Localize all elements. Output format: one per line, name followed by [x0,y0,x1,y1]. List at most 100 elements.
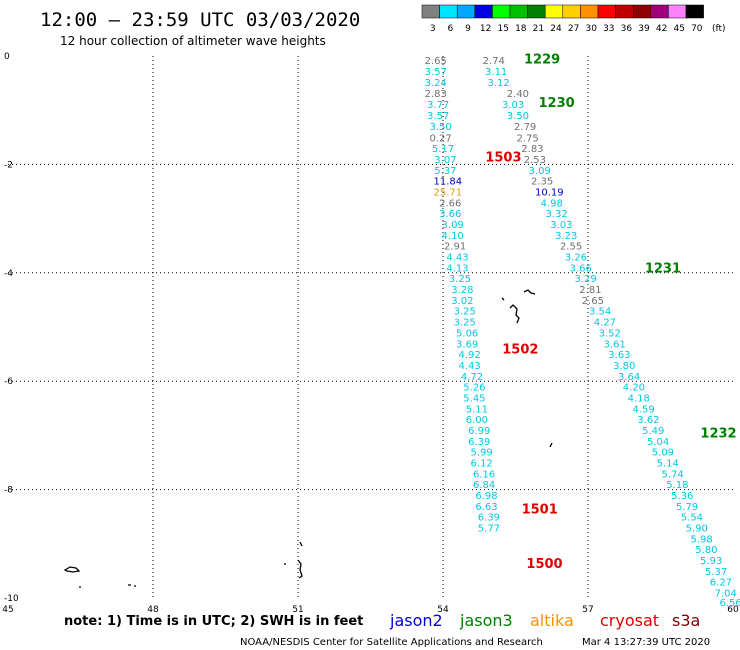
wave-height-label: 3.12 [487,78,509,89]
scale-label: 70 [691,24,703,34]
scale-label: 12 [480,24,491,34]
x-tick-label: 48 [147,605,159,615]
wave-height-label: 5.04 [647,437,669,448]
scale-label: 6 [448,24,454,34]
scale-label: 18 [515,24,527,34]
scale-swatch [597,4,616,19]
scale-label: 36 [621,24,633,34]
scale-swatch [650,4,669,19]
wave-height-label: 3.02 [451,296,473,307]
wave-height-label: 2.74 [483,56,505,67]
wave-height-label: 3.80 [613,361,635,372]
x-tick-label: 45 [2,605,13,615]
data-labels: 2.743.113.122.403.033.502.792.752.832.53… [425,56,740,609]
pass-time-label: 1229 [524,53,560,68]
coast-fragment [63,566,81,573]
wave-height-label: 11.84 [434,177,463,188]
wave-height-label: 5.09 [652,448,674,459]
wave-height-label: 6.98 [475,491,497,502]
wave-height-label: 6.16 [473,469,495,480]
wave-height-label: 6.63 [475,502,497,513]
wave-height-label: 3.24 [425,78,447,89]
wave-height-label: 6.99 [468,426,490,437]
wave-height-label: 3.64 [618,372,640,383]
wave-height-label: 3.77 [427,100,449,111]
wave-height-label: 5.18 [666,480,688,491]
scale-label: 39 [638,24,650,34]
wave-height-label: 2.35 [531,177,553,188]
scale-swatch [685,4,704,19]
wave-height-label: 2.40 [507,89,529,100]
y-tick-label: -4 [4,269,13,279]
x-tick-label: 60 [727,605,739,615]
timestamp-text: Mar 4 13:27:39 UTC 2020 [582,637,710,648]
wave-height-label: 4.13 [446,263,468,274]
y-tick-label: -10 [4,594,19,604]
scale-label: 9 [465,24,471,34]
scale-label: 15 [497,24,508,34]
scale-swatch [562,4,581,19]
legend-altika: altika [530,611,574,630]
wave-height-label: 5.11 [466,404,488,415]
scale-swatch [668,4,687,19]
wave-height-label: 6.00 [466,415,488,426]
scale-unit: (ft) [712,24,726,34]
wave-height-label: 2.83 [425,89,447,100]
wave-height-label: 2.91 [444,242,466,253]
y-tick-label: -8 [4,486,13,496]
wave-height-label: 2.65 [582,296,604,307]
wave-height-label: 5.99 [471,448,493,459]
wave-height-label: 3.25 [449,274,471,285]
wave-height-label: 3.50 [507,111,529,122]
wave-height-label: 3.66 [570,263,592,274]
wave-height-label: 3.25 [454,318,476,329]
wave-height-label: 4.10 [442,231,464,242]
x-tick-labels: 45 48 51 54 57 60 [2,605,739,615]
wave-height-label: 3.09 [442,220,464,231]
wave-height-label: 3.03 [550,220,572,231]
wave-height-label: 2.66 [439,198,461,209]
wave-height-label: 5.49 [642,426,664,437]
legend-jason3: jason3 [459,611,513,630]
wave-height-label: 4.98 [541,198,563,209]
wave-height-label: 4.92 [458,350,480,361]
pass-time-label: 1502 [502,343,538,358]
wave-height-label: 3.29 [574,274,596,285]
scale-label: 21 [533,24,544,34]
coastline [63,289,553,588]
scale-swatch [474,4,493,19]
scale-label: 3 [430,24,436,34]
wave-height-label: 3.54 [589,307,611,318]
pass-time-label: 1503 [485,150,521,165]
coast-fragment [523,289,536,295]
footer-note: note: 1) Time is in UTC; 2) SWH is in fe… [64,614,363,629]
wave-height-label: 2.53 [524,155,546,166]
page-title: 12:00 – 23:59 UTC 03/03/2020 [40,9,360,31]
wave-height-label: 3.69 [456,339,478,350]
wave-height-label: 5.26 [463,383,485,394]
pass-time-label: 1501 [522,503,558,518]
legend-s3a: s3a [672,611,700,630]
wave-height-label: 3.32 [545,209,567,220]
wave-height-label: 5.36 [671,491,693,502]
scale-label: 42 [656,24,667,34]
plot-frame [7,55,734,599]
scale-label: 30 [585,24,597,34]
wave-height-label: 4.43 [458,361,480,372]
pass-time-label: 1232 [700,427,736,442]
x-tick-label: 51 [292,605,303,615]
wave-height-label: 0.27 [429,133,451,144]
wave-height-label: 3.07 [434,155,456,166]
wave-height-label: 5.45 [463,393,485,404]
scale-label: 45 [673,24,684,34]
color-scale: 3 6 9 12 15 18 21 24 27 30 33 36 39 42 45 70 [421,4,704,34]
wave-height-label: 3.11 [485,67,507,78]
wave-height-label: 3.57 [427,111,449,122]
wave-height-label: 5.98 [690,534,712,545]
coast-fragment [501,297,505,301]
wave-height-label: 6.56 [719,598,740,609]
credit-text: NOAA/NESDIS Center for Satellite Applica… [240,637,543,648]
wave-height-label: 3.03 [502,100,524,111]
wave-height-label: 4.59 [632,404,654,415]
wave-height-label: 3.28 [451,285,473,296]
